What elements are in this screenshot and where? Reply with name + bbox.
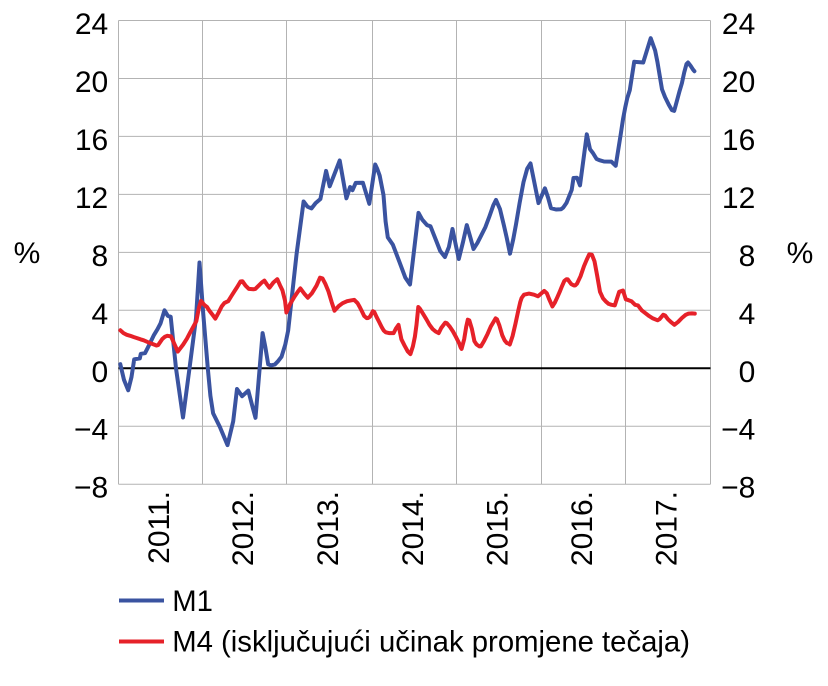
svg-text:2015.: 2015. <box>482 491 515 566</box>
svg-text:2017.: 2017. <box>651 491 684 566</box>
svg-text:−4: −4 <box>74 414 108 447</box>
svg-text:8: 8 <box>92 240 109 273</box>
svg-text:2016.: 2016. <box>566 491 599 566</box>
svg-text:0: 0 <box>739 356 756 389</box>
svg-text:M4 (isključujući učinak promje: M4 (isključujući učinak promjene tečaja) <box>172 626 690 659</box>
svg-text:24: 24 <box>75 8 108 41</box>
svg-text:16: 16 <box>75 124 108 157</box>
svg-text:2013.: 2013. <box>312 491 345 566</box>
svg-text:8: 8 <box>739 240 756 273</box>
svg-text:16: 16 <box>722 124 755 157</box>
svg-text:12: 12 <box>75 182 108 215</box>
svg-text:24: 24 <box>722 8 755 41</box>
svg-text:4: 4 <box>92 298 109 331</box>
svg-text:12: 12 <box>722 182 755 215</box>
svg-text:−8: −8 <box>74 472 108 505</box>
svg-text:4: 4 <box>739 298 756 331</box>
svg-text:2011.: 2011. <box>143 491 176 564</box>
svg-text:%: % <box>787 237 814 270</box>
svg-text:−8: −8 <box>721 472 755 505</box>
svg-text:20: 20 <box>75 66 108 99</box>
svg-text:%: % <box>14 237 41 270</box>
svg-text:−4: −4 <box>721 414 755 447</box>
svg-text:M1: M1 <box>172 585 213 618</box>
svg-text:0: 0 <box>92 356 109 389</box>
svg-text:20: 20 <box>722 66 755 99</box>
svg-text:2012.: 2012. <box>227 491 260 566</box>
svg-text:2014.: 2014. <box>397 491 430 566</box>
